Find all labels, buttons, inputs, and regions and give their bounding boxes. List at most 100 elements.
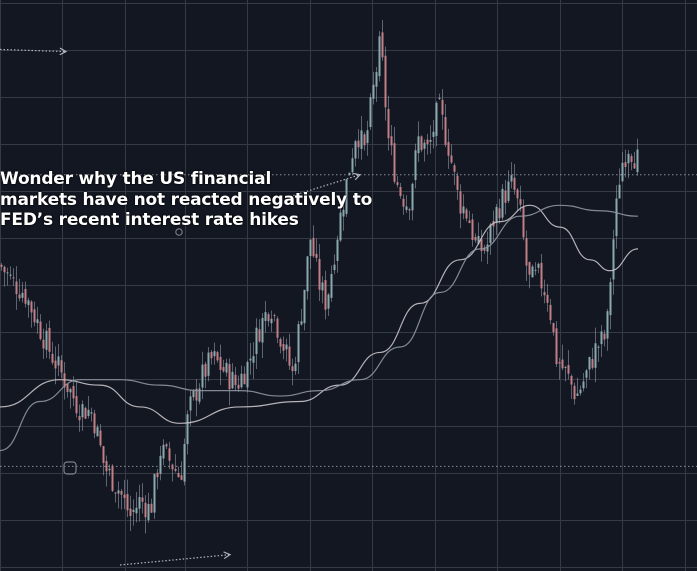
candle-body-up [162, 444, 165, 459]
candle-body-up [531, 266, 534, 278]
candle-body-down [516, 189, 519, 199]
candle [483, 244, 486, 254]
candle [609, 277, 612, 330]
candle [297, 320, 300, 375]
candle [411, 182, 414, 221]
candle-body-down [24, 288, 27, 304]
candle [456, 172, 459, 200]
arrow-shaft [119, 554, 231, 566]
candle [57, 344, 60, 376]
candle-body-down [474, 236, 477, 241]
candle-body-up [612, 239, 615, 280]
candle-body-up [576, 393, 579, 396]
candle-body-down [105, 461, 108, 472]
chart-caption: Wonder why the US financial markets have… [0, 169, 420, 231]
candle-body-down [315, 253, 318, 259]
candle [330, 265, 333, 302]
candle [309, 239, 312, 269]
candle-body-down [276, 318, 279, 338]
candle [249, 342, 252, 375]
candle-body-up [261, 318, 264, 343]
candle-body-down [546, 294, 549, 303]
candle-body-up [489, 224, 492, 243]
candle [567, 350, 570, 380]
candle [129, 495, 132, 531]
candle [66, 383, 69, 398]
candle-body-up [375, 72, 378, 87]
candle-body-down [54, 360, 57, 369]
candle-body-down [123, 494, 126, 498]
candle [402, 194, 405, 215]
candle-body-up [435, 102, 438, 136]
annotation-arrow[interactable] [0, 47, 68, 56]
candle-body-up [366, 130, 369, 144]
candle-body-up [21, 292, 24, 298]
candle [594, 327, 597, 383]
candle [552, 322, 555, 336]
candle-body-up [537, 263, 540, 268]
candle-body-up [159, 455, 162, 474]
candle-body-down [33, 309, 36, 323]
candle-body-up [213, 351, 216, 357]
candle [285, 338, 288, 362]
candle-body-up [360, 130, 363, 149]
candle-body-down [483, 247, 486, 251]
candle-body-down [543, 292, 546, 296]
candle-body-down [258, 329, 261, 342]
candle [423, 139, 426, 162]
candle-body-down [363, 134, 366, 146]
candle-body-up [69, 389, 72, 393]
candle [219, 344, 222, 386]
candle-body-up [462, 206, 465, 214]
candle-body-down [72, 385, 75, 399]
candle-body-down [591, 359, 594, 368]
candle-body-down [144, 502, 147, 518]
candle [507, 170, 510, 204]
candle [582, 372, 585, 392]
annotation-arrow[interactable] [119, 551, 232, 566]
candle [186, 410, 189, 455]
candle [393, 126, 396, 184]
candle-body-up [27, 300, 30, 306]
candle-body-up [192, 390, 195, 398]
candle-body-down [216, 352, 219, 361]
candle-body-up [534, 269, 537, 271]
candle [360, 115, 363, 160]
candle-body-up [138, 497, 141, 509]
annotation-arrow[interactable] [289, 172, 362, 198]
candle-body-up [57, 356, 60, 366]
candle-body-up [348, 172, 351, 176]
candle-body-up [585, 370, 588, 378]
candle-body-up [36, 319, 39, 324]
candle-body-up [132, 509, 135, 513]
candle-body-down [450, 155, 453, 163]
drawing-anchor-handle[interactable] [63, 461, 77, 475]
candle [27, 297, 30, 318]
candle [132, 499, 135, 526]
candle [204, 361, 207, 389]
drawing-point-handle[interactable] [175, 228, 183, 236]
candle [324, 270, 327, 320]
candle-body-up [606, 311, 609, 339]
candle [267, 312, 270, 327]
candle [150, 498, 153, 514]
candle [387, 95, 390, 151]
candle [93, 409, 96, 439]
candle-body-down [381, 32, 384, 58]
candle-body-down [540, 262, 543, 289]
candle [558, 357, 561, 380]
drawing-markers [63, 228, 183, 475]
candle-body-down [390, 136, 393, 146]
candle [354, 139, 357, 167]
candle-body-down [42, 339, 45, 349]
candle [174, 454, 177, 473]
candle-body-up [351, 158, 354, 173]
candle-body-down [93, 413, 96, 434]
candle-body-up [438, 98, 441, 100]
candle [147, 492, 150, 523]
candle [69, 387, 72, 409]
candle-body-down [228, 364, 231, 390]
candle [372, 71, 375, 105]
